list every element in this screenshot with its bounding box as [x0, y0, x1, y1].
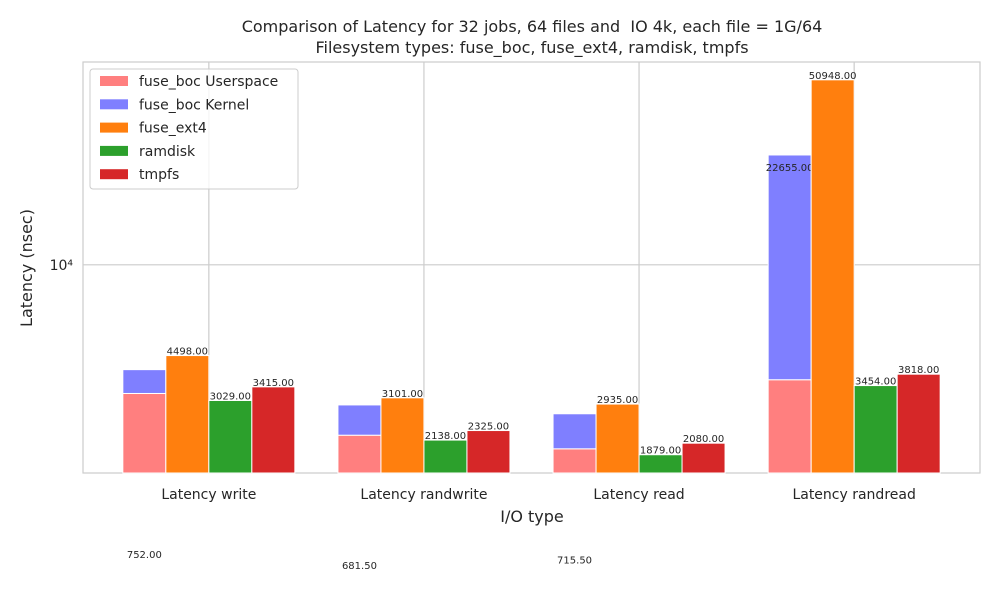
- bar: [810, 79, 855, 474]
- value-label: 22655.00: [766, 163, 814, 174]
- value-label: 2935.00: [597, 395, 638, 406]
- y-tick-label: 10⁴: [50, 258, 74, 274]
- value-label: 752.00: [127, 550, 162, 561]
- legend-swatch: [100, 145, 128, 156]
- legend-swatch: [100, 169, 128, 180]
- bar: [552, 413, 597, 450]
- value-label: 3415.00: [253, 378, 294, 389]
- legend-swatch: [100, 122, 128, 133]
- value-label: 2138.00: [425, 431, 466, 442]
- x-axis-label: I/O type: [500, 507, 564, 526]
- y-axis-label: Latency (nsec): [17, 209, 36, 327]
- chart-subtitle: Filesystem types: fuse_boc, fuse_ext4, r…: [315, 38, 748, 58]
- bar: [638, 454, 683, 474]
- legend-label: tmpfs: [139, 167, 179, 183]
- bar: [595, 403, 640, 474]
- x-tick-label: Latency randread: [792, 487, 915, 503]
- legend-swatch: [100, 76, 128, 86]
- legend-label: fuse_boc Kernel: [139, 97, 249, 113]
- x-tick-label: Latency randwrite: [360, 487, 487, 503]
- bar: [337, 434, 382, 474]
- x-tick-label: Latency write: [161, 487, 256, 503]
- bar: [337, 404, 382, 436]
- value-label: 715.50: [557, 555, 592, 566]
- value-label: 3029.00: [210, 391, 251, 402]
- legend-label: ramdisk: [139, 144, 196, 160]
- bar: [165, 355, 210, 474]
- value-label: 681.50: [342, 561, 377, 572]
- value-label: 2325.00: [468, 422, 509, 433]
- bar: [380, 397, 425, 474]
- value-label: 50948.00: [809, 71, 857, 82]
- value-label: 3818.00: [898, 365, 939, 376]
- bar: [552, 448, 597, 474]
- bar: [208, 399, 253, 474]
- bar: [466, 430, 511, 474]
- bar: [681, 442, 726, 474]
- bar: [853, 385, 898, 474]
- bar: [122, 369, 167, 394]
- bar: [767, 154, 812, 381]
- chart-title: Comparison of Latency for 32 jobs, 64 fi…: [242, 17, 823, 36]
- legend-swatch: [100, 99, 128, 110]
- bar: [423, 439, 468, 474]
- bar: [767, 379, 812, 474]
- x-tick-label: Latency read: [593, 487, 684, 503]
- legend: fuse_boc Userspace fuse_boc Kernel fuse_ex…: [89, 68, 299, 190]
- value-label: 3454.00: [855, 377, 896, 388]
- legend-label: fuse_boc Userspace: [139, 74, 278, 90]
- bar: [251, 386, 296, 474]
- legend-box: [89, 68, 299, 190]
- bar: [122, 392, 167, 474]
- bar: [896, 373, 941, 474]
- value-label: 4498.00: [167, 347, 208, 358]
- value-label: 2080.00: [683, 434, 724, 445]
- value-label: 3101.00: [382, 389, 423, 400]
- value-label: 1879.00: [640, 446, 681, 457]
- legend-label: fuse_ext4: [139, 121, 207, 137]
